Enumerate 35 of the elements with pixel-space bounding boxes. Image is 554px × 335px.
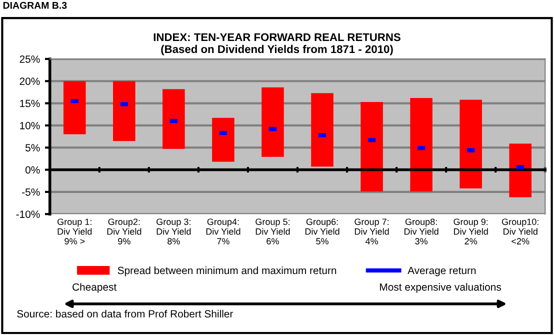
bar [311, 93, 334, 167]
x-tick-label: Group2: Div Yield 9% [107, 218, 142, 244]
bar [460, 100, 482, 188]
text: DIAGRAM B.3 [3, 2, 67, 9]
bar [113, 81, 136, 141]
x-tick-label: Group 7: Div Yield 4% [354, 218, 389, 244]
y-tick-label: 20% [20, 78, 40, 85]
bar [262, 87, 284, 157]
y-tick-label: 10% [20, 122, 40, 130]
bar [509, 144, 532, 198]
legend-label: Average return [408, 266, 476, 276]
x-tick-label: Group 1: Div Yield 9% > [58, 218, 92, 244]
x-tick-label: Group 9: Div Yield 2% [454, 218, 488, 244]
y-tick-label: 0% [25, 166, 40, 174]
y-tick-label: 5% [26, 144, 40, 152]
x-tick-label: Group4: Div Yield 7% [206, 218, 240, 244]
y-tick-label: 25% [20, 55, 40, 63]
bar [63, 81, 86, 134]
bar [162, 89, 185, 149]
x-tick-label: Group8: Div Yield 3% [404, 218, 438, 244]
y-tick-label: -10% [16, 210, 40, 218]
bar [410, 98, 432, 192]
chart-title: INDEX: TEN-YEAR FORWARD REAL RETURNS (Based on Dividend Yields from 1871 - 2010) [154, 33, 400, 56]
x-tick-label: Group10: Div Yield <2% [502, 218, 538, 244]
source-note: Source: based on data from Prof Robert Shiller [17, 310, 233, 318]
bar [360, 102, 383, 192]
y-tick-label: -5% [22, 188, 40, 196]
x-tick-label: Group6: Div Yield 5% [305, 218, 340, 244]
text: Cheapest [72, 283, 117, 293]
y-tick-label: 15% [20, 100, 40, 108]
x-tick-label: Group 3: Div Yield 8% [156, 218, 191, 244]
x-tick-label: Group 5: Div Yield 6% [256, 218, 290, 244]
legend-label: Spread between minimum and maximum return [118, 266, 336, 276]
bar [212, 118, 234, 162]
text: Most expensive valuations [380, 283, 501, 293]
